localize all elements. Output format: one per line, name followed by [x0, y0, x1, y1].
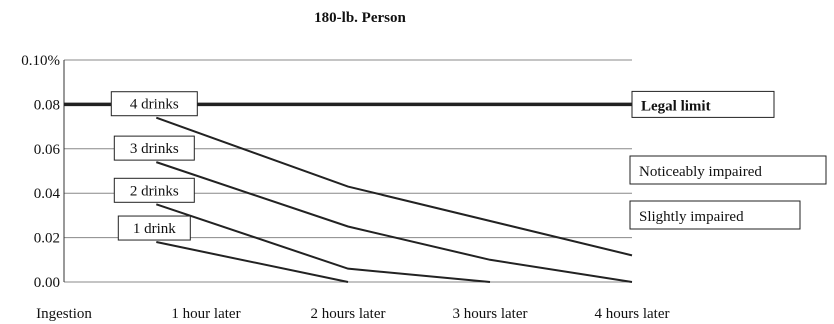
y-axis-ticks: 0.00 0.02 0.04 0.06 0.08 0.10% — [21, 53, 60, 291]
x-axis-ticks: Ingestion 1 hour later 2 hours later 3 hour… — [36, 306, 669, 322]
legal-limit-label: Legal limit — [641, 98, 711, 114]
annotation-box — [629, 155, 827, 185]
y-tick-label: 0.08 — [34, 97, 60, 113]
series-label-box — [113, 135, 195, 161]
annotation-label: Noticeably impaired — [639, 164, 762, 180]
legal-limit-box — [631, 90, 775, 118]
x-tick-label: 4 hours later — [595, 306, 670, 322]
legal-limit-group: Legal limit — [64, 90, 775, 118]
series-label-box — [117, 215, 191, 241]
y-tick-label: 0.10% — [21, 53, 60, 69]
annotation-box — [629, 200, 801, 230]
x-tick-label: 1 hour later — [171, 306, 240, 322]
series-label: 2 drinks — [130, 183, 179, 199]
y-tick-label: 0.02 — [34, 231, 60, 247]
y-tick-label: 0.06 — [34, 142, 61, 158]
series-lines: 4 drinks 3 drinks 2 drinks 1 drink — [110, 91, 633, 283]
series-label: 3 drinks — [130, 141, 179, 157]
y-tick-label: 0.00 — [34, 275, 60, 291]
series-label-box — [110, 91, 198, 117]
series-line — [155, 203, 491, 283]
series-line — [155, 116, 633, 257]
series-label: 1 drink — [133, 221, 176, 237]
annotation-label: Slightly impaired — [639, 209, 744, 225]
series-line — [155, 161, 633, 283]
x-tick-label: Ingestion — [36, 306, 92, 322]
x-tick-label: 2 hours later — [311, 306, 386, 322]
chart-title: 180-lb. Person — [314, 10, 406, 26]
y-tick-label: 0.04 — [34, 186, 61, 202]
annotation-labels: Noticeably impaired Slightly impaired — [629, 155, 827, 230]
series-label-box — [113, 177, 195, 203]
x-tick-label: 3 hours later — [453, 306, 528, 322]
series-line — [156, 241, 349, 283]
series-label: 4 drinks — [130, 97, 179, 113]
